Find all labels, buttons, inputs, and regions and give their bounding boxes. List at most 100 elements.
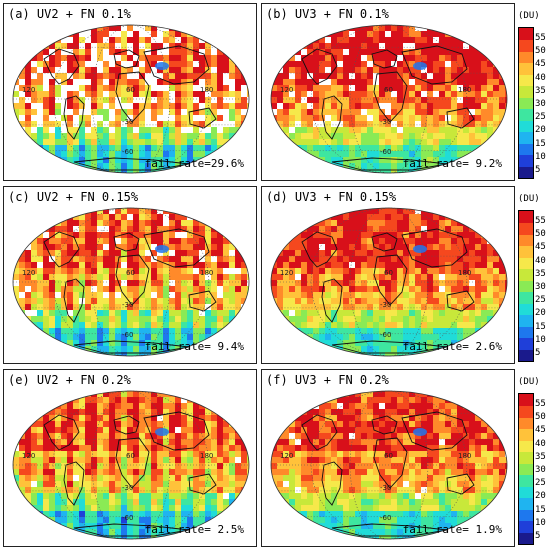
graticule-label: 180 [200,86,213,94]
colorbar-segment [519,509,533,522]
coastline [43,231,80,268]
colorbar-tick-label: 40 [535,255,546,266]
colorbar-tick-label: 5 [535,531,541,541]
graticule-label: -30 [122,484,133,492]
graticule-label: 180 [200,269,213,277]
coastline [188,107,217,129]
colorbar-segment [519,211,533,224]
fail-rate-label: fail rate= 2.6% [402,340,502,353]
colorbar-tick-label: 30 [535,465,546,475]
colorbar-segment [519,268,533,281]
colorbar-tick-label: 30 [535,99,546,109]
colorbar-unit: (DU) [518,11,540,21]
colorbar-segment [519,486,533,499]
panel-title: (b) UV3 + FN 0.1% [266,7,389,21]
colorbar-segment [519,497,533,510]
map-a: 120 60 180 -30 -60 [12,24,250,174]
coastlines [301,228,475,354]
colorbar-tick-label: 10 [535,517,546,528]
colorbar-segment [519,39,533,52]
colorbar-tick-label: 15 [535,504,546,515]
coastline [301,414,338,451]
map-e: 120 60 180 -30 -60 [12,390,250,540]
map-panel-a: 120 60 180 -30 -60 (a) UV2 + FN 0.1% fail ra… [3,3,257,181]
graticule-label: -60 [380,514,391,522]
colorbar-tick-label: 50 [535,412,546,423]
coastline [331,523,448,537]
map-f: 120 60 180 -30 -60 [270,390,508,540]
tibet-low-region [413,245,427,253]
map-panel-e: 120 60 180 -30 -60 (e) UV2 + FN 0.2% fail ra… [3,369,257,547]
graticule-label: -60 [122,148,133,156]
colorbar-segment [519,405,533,418]
coastline [113,232,140,252]
coastline [331,340,448,354]
coastline [401,45,468,85]
coastline [115,71,150,123]
colorbar-segment [519,520,533,533]
graticule-label: 60 [126,86,135,94]
colorbar-segment [519,234,533,247]
graticule-label: -30 [380,484,391,492]
map-panel-d: 120 60 180 -30 -60 (d) UV3 + FN 0.15% fail r… [261,186,515,364]
coastline [143,411,210,451]
panel-title: (a) UV2 + FN 0.1% [8,7,131,21]
graticule-label: 180 [458,452,471,460]
colorbar-tick-label: 5 [535,165,541,175]
coastline [371,415,398,435]
colorbar-segment [519,337,533,350]
colorbar-3: (DU) 55 50 45 40 35 30 25 20 15 10 5 [518,369,550,547]
colorbar-tick-label: 45 [535,59,546,70]
coastline [73,340,190,354]
colorbar-tick-label: 35 [535,268,546,279]
coastline [331,157,448,171]
colorbar-2: (DU) 55 50 45 40 35 30 25 20 15 10 5 [518,186,550,364]
colorbar-tick-label: 40 [535,72,546,83]
colorbar-tick-label: 30 [535,282,546,292]
colorbar-tick-label: 15 [535,138,546,149]
colorbar-segment [519,440,533,453]
graticule-label: -60 [122,514,133,522]
graticule-label: 120 [22,452,35,460]
graticule-label: 60 [384,452,393,460]
colorbar-segment [519,97,533,110]
map-panel-b: 120 60 180 -30 -60 (b) UV3 + FN 0.1% fail ra… [261,3,515,181]
graticule-label: 60 [126,452,135,460]
colorbar-tick-label: 40 [535,438,546,449]
colorbar-segment [519,451,533,464]
panel-title: (d) UV3 + FN 0.15% [266,190,397,204]
colorbar-segment [519,428,533,441]
tibet-low-region [155,245,169,253]
colorbar-gradient [518,393,534,545]
colorbar-segment [519,108,533,121]
map-panel-f: 120 60 180 -30 -60 (f) UV3 + FN 0.2% fail ra… [261,369,515,547]
colorbar-segment [519,245,533,258]
panel-title: (c) UV2 + FN 0.15% [8,190,139,204]
coastline [115,254,150,306]
colorbar-segment [519,143,533,156]
coastline [73,523,190,537]
coastlines [43,45,217,171]
colorbar-segment [519,154,533,167]
colorbar-tick-label: 55 [535,399,546,409]
coastlines [43,228,217,354]
coastline [401,411,468,451]
colorbar-segment [519,62,533,75]
coastlines [301,45,475,171]
coastline [446,107,475,129]
colorbar-tick-label: 10 [535,334,546,345]
map-outline [270,24,508,174]
colorbar-tick-label: 20 [535,491,546,502]
coastline [43,414,80,451]
graticule-label: 120 [280,269,293,277]
colorbar-segment [519,394,533,407]
graticule-label: 60 [384,86,393,94]
colorbar-tick-label: 10 [535,151,546,162]
colorbar-segment [519,257,533,270]
coastline [446,473,475,495]
colorbar-tick-label: 5 [535,348,541,358]
colorbar-segment [519,291,533,304]
colorbar-tick-label: 55 [535,216,546,226]
fail-rate-label: fail rate= 2.5% [144,523,244,536]
colorbar-tick-label: 45 [535,425,546,436]
